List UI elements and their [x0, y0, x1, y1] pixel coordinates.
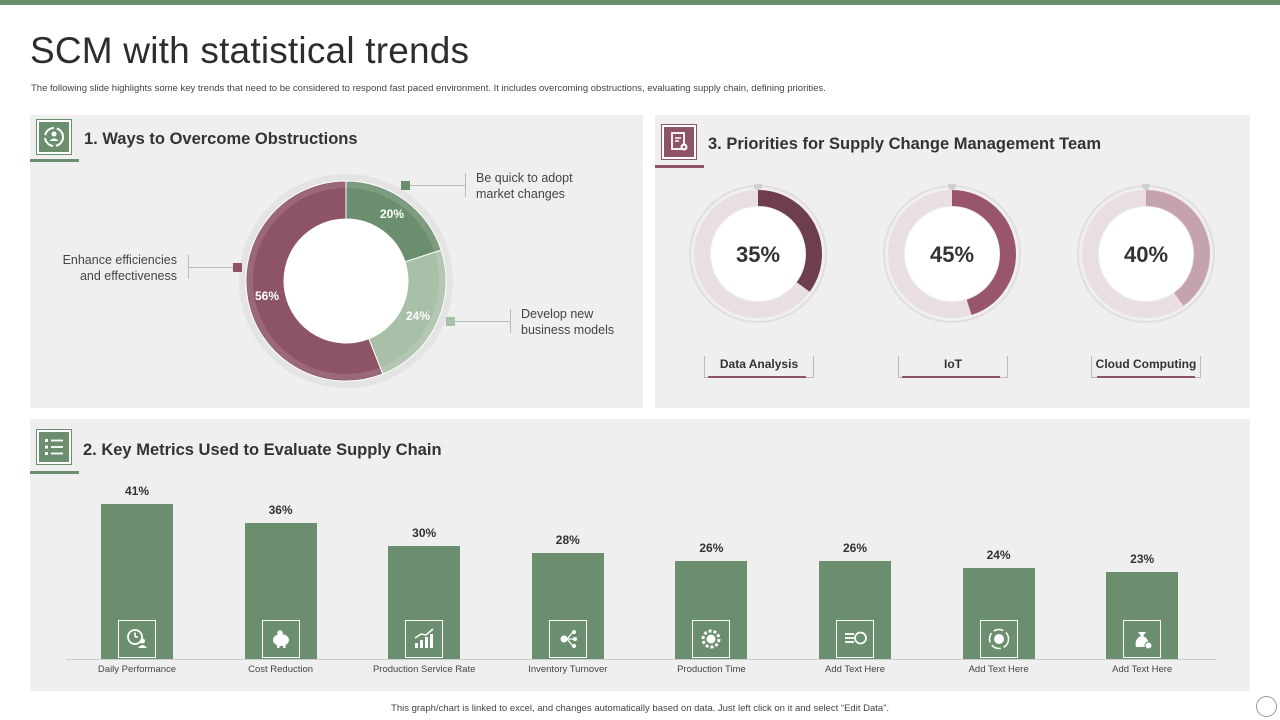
- top-accent-bar: [0, 0, 1280, 5]
- bar-category-label: Add Text Here: [824, 664, 886, 675]
- leader-line-quick: [410, 185, 465, 186]
- footer-note: This graph/chart is linked to excel, and…: [391, 703, 889, 714]
- money-bag-icon: [1123, 620, 1162, 658]
- section2-underline: [30, 471, 79, 474]
- ring-marker-cloud-computing: [1142, 184, 1150, 190]
- page-subtitle: The following slide highlights some key …: [31, 83, 826, 94]
- donut-hole: [284, 219, 408, 343]
- recycle-people-icon: [37, 120, 71, 154]
- ring-marker-data-analysis: [754, 184, 762, 190]
- ring-label-cloud-computing: Cloud Computing: [1095, 357, 1197, 371]
- leader-bracket-enhance: [188, 255, 189, 279]
- bar-chart-baseline: [66, 659, 1216, 660]
- ring-progress-cloud-computing: [1082, 190, 1210, 318]
- section1-underline: [30, 159, 79, 162]
- metrics-panel: [30, 419, 1250, 691]
- section3-underline: [655, 165, 704, 168]
- gear-dollar-icon: [692, 620, 731, 658]
- bar-category-label: Add Text Here: [968, 664, 1029, 675]
- donut-pct-20: 20%: [380, 207, 405, 221]
- section1-title: 1. Ways to Overcome Obstructions: [84, 130, 358, 148]
- bar-1-daily-performance: [101, 504, 173, 659]
- clock-person-icon: [118, 620, 156, 658]
- bar-value-label: 26%: [699, 540, 724, 555]
- bar-value-label: 26%: [842, 540, 868, 555]
- label-develop-models: Develop new business models: [521, 307, 615, 337]
- ring-center-data-analysis: [711, 207, 805, 301]
- ring-cloud-computing: [1077, 184, 1215, 323]
- checklist-icon: [37, 430, 71, 464]
- growth-chart-icon: [405, 620, 444, 658]
- bar-value-label: 41%: [124, 484, 150, 498]
- ring-center-cloud-computing: [1099, 207, 1193, 301]
- ring-data-analysis: [689, 184, 827, 323]
- network-icon: [548, 620, 587, 658]
- section2-title: 2. Key Metrics Used to Evaluate Supply C…: [83, 441, 442, 459]
- legend-marker-quick: [401, 181, 410, 190]
- bar-4-inventory-turnover: [531, 553, 604, 659]
- obstructions-donut: [239, 174, 453, 388]
- label-enhance-efficiencies: Enhance efficiencies and effectiveness: [62, 253, 177, 283]
- piggy-bank-icon: [261, 620, 300, 658]
- ring-pct-cloud-computing: 40%: [1123, 242, 1169, 267]
- dollar-list-icon: [836, 620, 874, 658]
- bar-category-label: Inventory Turnover: [528, 664, 608, 675]
- ring-progress-data-analysis: [694, 190, 822, 318]
- ring-pct-data-analysis: 35%: [735, 242, 781, 267]
- ring-progress-iot: [888, 190, 1016, 318]
- document-gear-icon: [662, 125, 696, 159]
- bar-value-label: 36%: [268, 502, 293, 517]
- ring-center-iot: [905, 207, 999, 301]
- bar-category-label: Daily Performance: [97, 664, 177, 675]
- ring-label-line-1: [708, 376, 806, 378]
- section3-title: 3. Priorities for Supply Change Manageme…: [708, 135, 1102, 153]
- ring-marker-iot: [948, 184, 956, 190]
- bar-3-production-service-rate: [388, 545, 461, 659]
- bar-category-label: Production Time: [677, 664, 746, 675]
- donut-pct-56: 56%: [255, 289, 280, 303]
- donut-inner-rim: [247, 182, 445, 380]
- bar-category-label: Add Text Here: [1112, 664, 1173, 675]
- donut-pct-24: 24%: [406, 309, 431, 323]
- corner-circle-icon: [1256, 696, 1277, 717]
- ring-label-line-2: [902, 376, 1000, 378]
- bar-6-add-text-here: [819, 560, 891, 659]
- legend-marker-enhance: [233, 263, 242, 272]
- leader-line-develop: [455, 321, 510, 322]
- ring-pct-iot: 45%: [929, 242, 975, 267]
- page-title: SCM with statistical trends: [30, 30, 470, 71]
- label-quick-adopt: Be quick to adopt market changes: [476, 171, 573, 201]
- bar-category-label: Production Service Rate: [372, 664, 476, 675]
- ring-iot: [883, 184, 1021, 323]
- dollar-cycle-icon: [979, 620, 1018, 658]
- bar-value-label: 30%: [412, 525, 437, 540]
- ring-label-line-3: [1097, 376, 1195, 378]
- bar-category-label: Cost Reduction: [248, 664, 314, 675]
- bar-value-label: 28%: [555, 533, 580, 548]
- leader-bracket-develop: [510, 309, 511, 333]
- leader-line-enhance: [188, 267, 233, 268]
- leader-bracket-quick: [465, 173, 466, 197]
- legend-marker-develop: [446, 317, 455, 326]
- bar-value-label: 23%: [1130, 552, 1155, 567]
- ring-label-iot: IoT: [944, 357, 962, 371]
- ring-label-data-analysis: Data Analysis: [719, 357, 799, 371]
- bar-value-label: 24%: [986, 548, 1011, 563]
